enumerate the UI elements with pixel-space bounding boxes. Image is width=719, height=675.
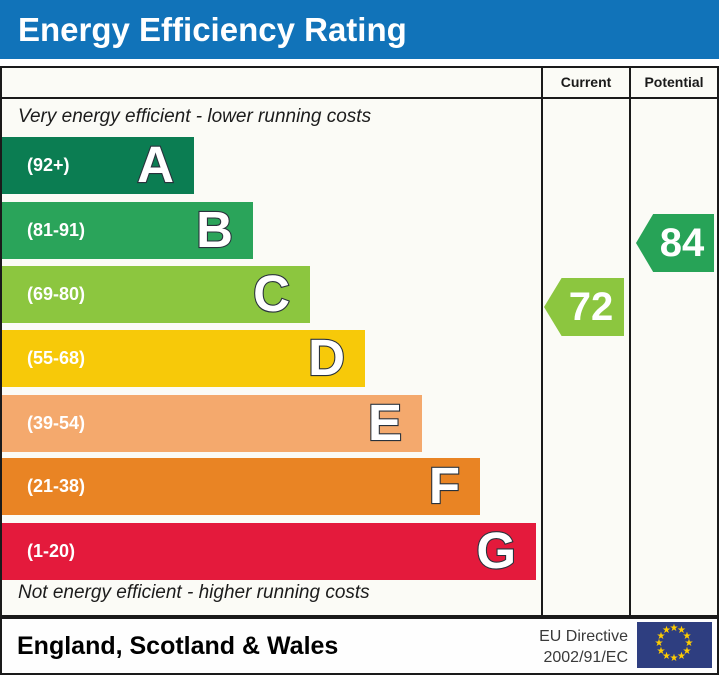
eu-flag-star: ★: [677, 651, 686, 662]
eu-flag-star: ★: [669, 623, 679, 634]
band-g-range: (1-20): [27, 541, 76, 561]
potential-column-header: Potential: [644, 74, 704, 90]
band-b-letter: B: [195, 200, 234, 258]
eu-flag-star: ★: [669, 653, 679, 664]
band-g: (1-20) G: [2, 521, 536, 580]
band-d-range: (55-68): [27, 348, 86, 368]
band-c-range: (69-80): [27, 284, 86, 304]
eu-flag-star: ★: [684, 638, 694, 649]
eu-directive-line1: EU Directive: [539, 628, 628, 645]
band-c-letter: C: [252, 264, 291, 322]
eu-flag-icon: ★ ★ ★ ★ ★ ★ ★ ★ ★ ★ ★ ★: [637, 622, 712, 668]
eu-flag-star: ★: [682, 645, 692, 657]
band-e-letter: E: [367, 393, 403, 451]
eu-flag-star: ★: [682, 630, 692, 642]
eu-flag-star: ★: [656, 630, 666, 642]
band-d: (55-68) D: [2, 328, 365, 387]
eu-flag-star: ★: [656, 645, 666, 657]
eu-flag-star: ★: [654, 638, 664, 649]
band-a: (92+) A: [2, 135, 194, 194]
footer: England, Scotland & Wales EU Directive 2…: [0, 617, 719, 675]
band-e-range: (39-54): [27, 413, 86, 433]
band-d-letter: D: [307, 328, 346, 386]
band-f-range: (21-38): [27, 476, 86, 496]
eu-flag-star: ★: [677, 625, 686, 636]
rating-table: Current Potential Very energy efficient …: [0, 66, 719, 617]
band-b-range: (81-91): [27, 220, 86, 240]
band-e: (39-54) E: [2, 393, 422, 452]
eu-directive-line2: 2002/91/EC: [543, 649, 628, 666]
current-rating-marker: 72: [544, 278, 624, 336]
eu-directive-label: EU Directive 2002/91/EC: [539, 626, 628, 668]
bottom-note: Not energy efficient - higher running co…: [18, 582, 370, 603]
region-label: England, Scotland & Wales: [17, 632, 339, 660]
band-f: (21-38) F: [2, 456, 480, 515]
eu-flag-star: ★: [662, 651, 671, 662]
band-a-letter: A: [136, 135, 175, 193]
band-a-range: (92+): [27, 155, 70, 175]
header-divider: [2, 97, 717, 99]
band-g-letter: G: [475, 521, 517, 579]
band-c: (69-80) C: [2, 264, 310, 323]
page-title: Energy Efficiency Rating: [0, 0, 719, 59]
current-column-divider: [541, 68, 543, 615]
potential-rating-marker: 84: [636, 214, 714, 272]
top-note: Very energy efficient - lower running co…: [18, 106, 372, 127]
band-f-letter: F: [428, 456, 461, 514]
current-column-header: Current: [560, 74, 612, 90]
potential-column-divider: [629, 68, 631, 615]
eu-flag-star: ★: [662, 625, 671, 636]
band-b: (81-91) B: [2, 200, 253, 259]
